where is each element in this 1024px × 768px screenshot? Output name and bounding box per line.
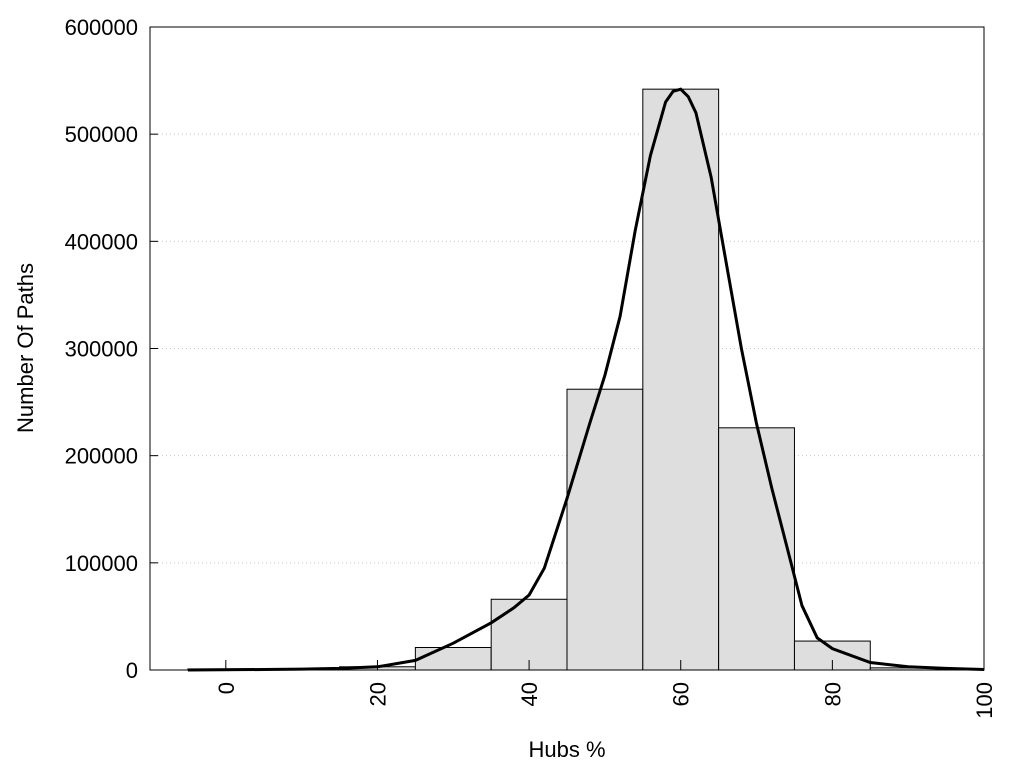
y-axis-label: Number Of Paths (13, 263, 38, 433)
y-tick-label: 100000 (65, 551, 138, 576)
y-tick-label: 500000 (65, 122, 138, 147)
histogram-bar (414, 646, 492, 671)
x-tick-label: 0 (214, 682, 239, 694)
histogram-bar (490, 598, 568, 671)
histogram-bar (642, 88, 720, 671)
x-tick-label: 80 (820, 682, 845, 706)
y-tick-label: 300000 (65, 337, 138, 362)
axis-ticks (150, 26, 985, 671)
histogram-bars (187, 88, 947, 671)
y-tick-label: 200000 (65, 444, 138, 469)
histogram-bar (718, 427, 795, 671)
histogram-bar (566, 388, 644, 671)
x-tick-label: 20 (365, 682, 390, 706)
x-axis-label: Hubs % (528, 737, 605, 762)
y-tick-labels: 0 100000 200000 300000 400000 500000 600000 (65, 15, 138, 683)
y-tick-label: 0 (126, 658, 138, 683)
x-tick-labels: 0 20 40 60 80 100 (214, 682, 997, 719)
fit-curve-layer (187, 87, 985, 672)
y-tick-label: 400000 (65, 229, 138, 254)
x-tick-label: 40 (517, 682, 542, 706)
x-tick-label: 60 (669, 682, 694, 706)
x-tick-label: 100 (972, 682, 997, 719)
fit-curve (187, 87, 985, 672)
y-tick-label: 600000 (65, 15, 138, 40)
